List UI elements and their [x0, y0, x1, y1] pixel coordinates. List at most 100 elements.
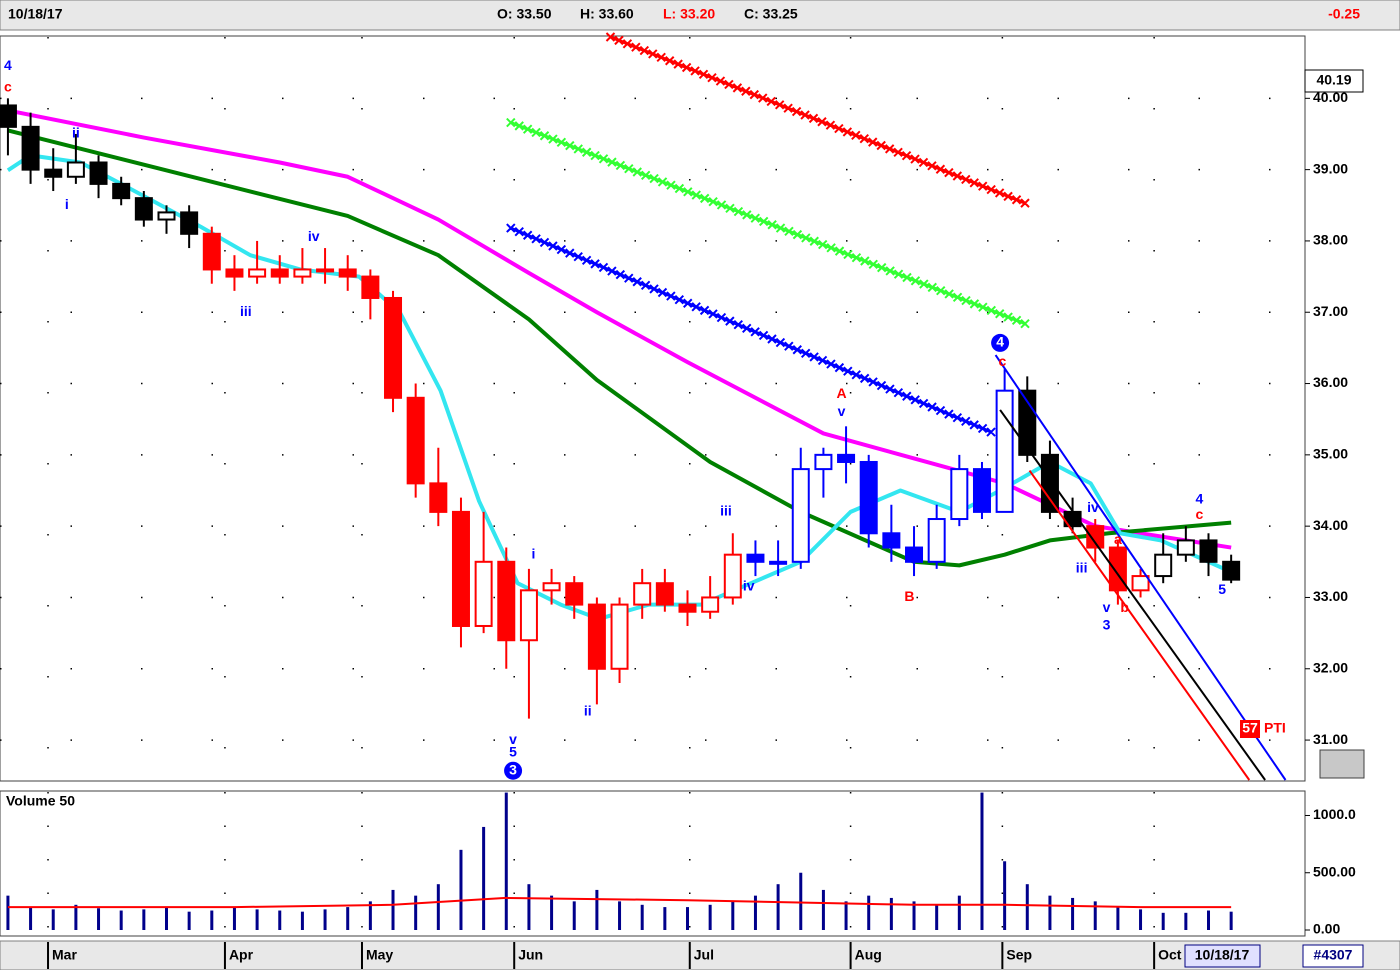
volume-bar	[776, 884, 780, 930]
volume-bar	[935, 904, 939, 930]
volume-bar	[1139, 909, 1143, 930]
wave-label: 3	[1103, 617, 1111, 633]
candle-body	[633, 582, 652, 606]
volume-bar	[391, 889, 395, 930]
volume-bar	[1184, 912, 1188, 930]
symbol: PTI	[1264, 720, 1286, 736]
candle-body	[44, 168, 63, 178]
volume-bar	[414, 895, 418, 930]
candle-body	[338, 268, 357, 278]
candle-body	[927, 518, 946, 563]
last-price-box	[1304, 69, 1364, 93]
candle-body	[587, 603, 606, 670]
y-tick-label: 500.00	[1313, 863, 1356, 879]
candle-body	[905, 546, 924, 563]
volume-bar	[799, 872, 803, 930]
candle-body	[361, 275, 380, 299]
candle-body	[746, 553, 765, 563]
volume-bar	[844, 901, 848, 930]
volume-panel	[0, 790, 1306, 937]
volume-bar	[957, 895, 961, 930]
volume-bar	[867, 895, 871, 930]
header-low: L: 33.20	[663, 6, 715, 22]
volume-bar	[232, 907, 236, 930]
y-tick-label: 39.00	[1313, 160, 1348, 176]
volume-bar	[1071, 897, 1075, 930]
volume-bar	[912, 901, 916, 930]
candle-body	[0, 104, 17, 128]
candle-body	[814, 453, 833, 471]
y-tick-label: 35.00	[1313, 446, 1348, 462]
candle-body	[972, 468, 991, 513]
projection-line	[510, 226, 992, 434]
candle-body	[950, 468, 969, 521]
header-change: -0.25	[1328, 6, 1360, 22]
candle-body	[225, 268, 244, 278]
x-tick-label: Aug	[855, 947, 882, 963]
x-tick-label: Mar	[52, 947, 77, 963]
count-box	[1302, 944, 1364, 968]
wave-label: iii	[720, 503, 732, 519]
time-axis-bar	[0, 940, 1400, 970]
wave-label: iii	[1076, 560, 1088, 576]
y-tick-label: 37.00	[1313, 303, 1348, 319]
candle-body	[655, 582, 674, 606]
candle-body	[293, 268, 312, 278]
candle-body	[791, 468, 810, 563]
wave-label: 5	[509, 744, 517, 760]
volume-bar	[346, 907, 350, 930]
candle-body	[316, 268, 335, 273]
volume-bar	[821, 889, 825, 930]
header-date: 10/18/17	[8, 6, 63, 22]
wave-label: c	[4, 78, 12, 94]
volume-bar	[187, 911, 191, 930]
volume-bar	[708, 904, 712, 930]
volume-bar	[482, 826, 486, 930]
price-panel	[0, 35, 1306, 782]
volume-bar	[753, 895, 757, 930]
volume-bar	[323, 909, 327, 930]
volume-bar	[1229, 911, 1233, 930]
volume-bar	[980, 792, 984, 930]
volume-bar	[51, 909, 55, 930]
signal-box	[1240, 720, 1260, 738]
trend-line	[999, 409, 1266, 781]
candle-body	[1222, 560, 1241, 581]
wave-label: i	[65, 196, 69, 212]
x-markers	[506, 223, 996, 437]
wave-label: a	[1114, 531, 1122, 547]
signal: 57	[1242, 720, 1258, 736]
volume-bar	[142, 909, 146, 930]
volume-average	[7, 896, 1232, 909]
wave-label: b	[1120, 599, 1129, 615]
candle-body	[497, 560, 516, 642]
volume-bar	[278, 910, 282, 930]
candle-body	[406, 396, 425, 485]
toolbar-button[interactable]	[1319, 749, 1365, 779]
candle-body	[429, 482, 448, 513]
volume-bar	[1003, 861, 1007, 930]
wave-label: ii	[72, 125, 80, 141]
wave-label: iv	[1087, 499, 1099, 515]
candle-body	[1086, 525, 1105, 549]
volume-bar	[572, 901, 576, 930]
candle-body	[451, 510, 470, 627]
volume-bar	[74, 904, 78, 930]
volume-bar	[436, 884, 440, 930]
volume-bar	[164, 907, 168, 930]
volume-bar	[368, 901, 372, 930]
candle-body	[248, 268, 267, 278]
candle-body	[723, 553, 742, 599]
y-tick-label: 36.00	[1313, 374, 1348, 390]
y-tick-label: 1000.0	[1313, 806, 1356, 822]
candle-body	[89, 161, 108, 185]
y-tick-label: 40.00	[1313, 89, 1348, 105]
header-open: O: 33.50	[497, 6, 552, 22]
candle-body	[134, 197, 153, 221]
count: #4307	[1314, 947, 1353, 963]
x-tick-label: Oct	[1158, 947, 1182, 963]
candle-body	[157, 211, 176, 221]
wave-circle	[991, 333, 1010, 352]
wave-label: B	[904, 588, 914, 604]
